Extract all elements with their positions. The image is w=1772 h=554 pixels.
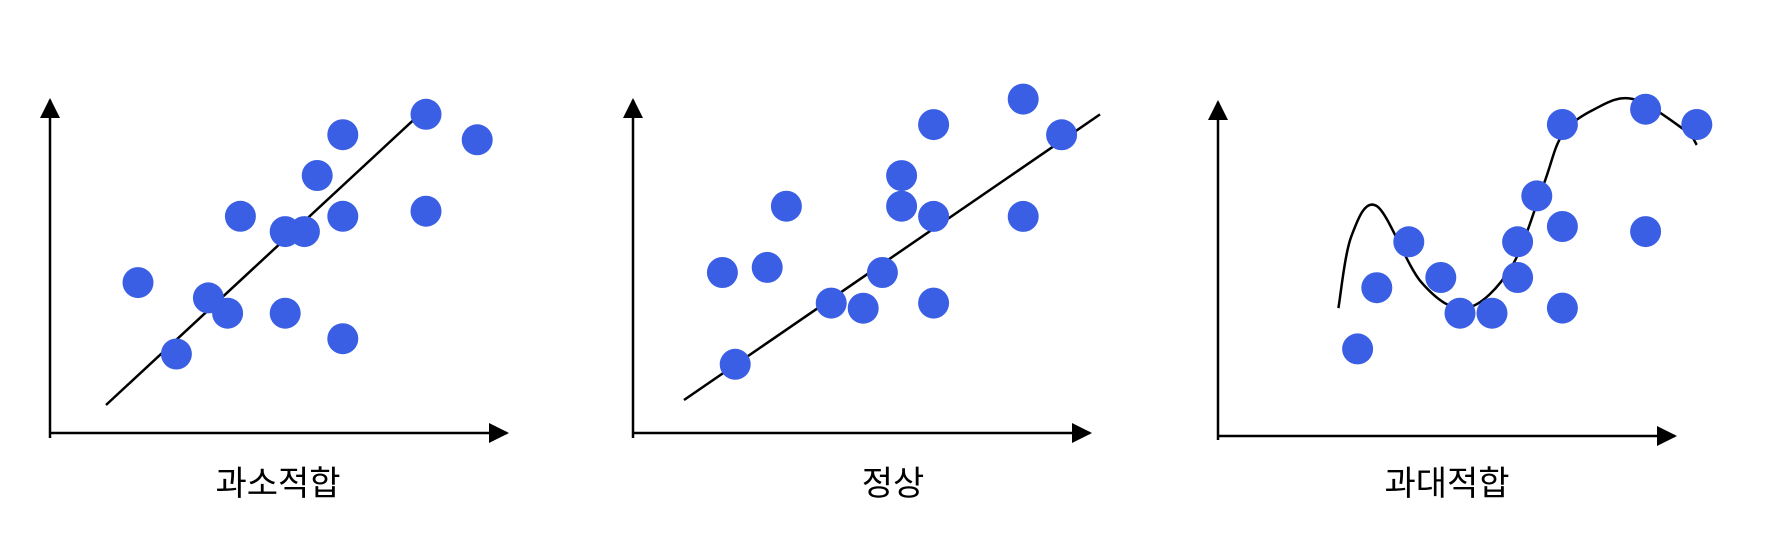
data-point (918, 109, 950, 141)
regression-line (683, 113, 1101, 402)
data-point (327, 119, 359, 151)
data-point (1425, 262, 1457, 293)
data-point (122, 267, 154, 299)
panel-good-fit: 정상 (623, 83, 1101, 504)
data-point (918, 287, 950, 319)
data-point (1502, 262, 1534, 293)
data-point (1342, 333, 1374, 365)
data-point (847, 292, 879, 324)
data-point (327, 323, 359, 355)
data-point (1361, 272, 1393, 304)
data-point (815, 287, 847, 319)
panel-overfit: 과대적합 (1208, 93, 1713, 504)
data-point (1444, 297, 1476, 329)
data-point (886, 190, 918, 222)
data-point (269, 216, 301, 248)
panel-underfit: 과소적합 (40, 98, 509, 504)
data-point (918, 200, 950, 232)
data-point (160, 338, 192, 370)
data-point (1681, 109, 1713, 140)
panel-label: 정상 (862, 464, 925, 504)
data-point (1521, 180, 1553, 212)
data-point (1007, 83, 1039, 115)
panel-label: 과소적합 (215, 464, 340, 504)
fit-line (683, 113, 1101, 402)
fit-line (105, 113, 421, 406)
panel-label: 과대적합 (1384, 464, 1509, 504)
data-point (301, 160, 333, 191)
data-point (1502, 226, 1534, 258)
data-point (1393, 226, 1425, 258)
data-point (1630, 216, 1662, 248)
data-points (122, 98, 493, 370)
data-point (410, 98, 442, 130)
data-point (770, 190, 802, 222)
data-points (1342, 93, 1713, 365)
data-point (269, 297, 301, 329)
data-point (1546, 211, 1578, 242)
data-point (706, 257, 738, 288)
data-point (1630, 93, 1662, 125)
regression-line (105, 113, 421, 406)
data-points (706, 83, 1078, 380)
data-point (1046, 119, 1078, 151)
data-point (751, 251, 783, 283)
data-point (410, 195, 442, 227)
data-point (224, 200, 256, 232)
data-point (1476, 297, 1508, 329)
data-point (1546, 292, 1578, 324)
data-point (866, 257, 898, 288)
data-point (212, 297, 244, 329)
data-point (461, 124, 493, 156)
data-point (1546, 109, 1578, 140)
data-point (719, 348, 751, 380)
data-point (327, 200, 359, 232)
data-point (886, 160, 918, 192)
data-point (1007, 200, 1039, 232)
